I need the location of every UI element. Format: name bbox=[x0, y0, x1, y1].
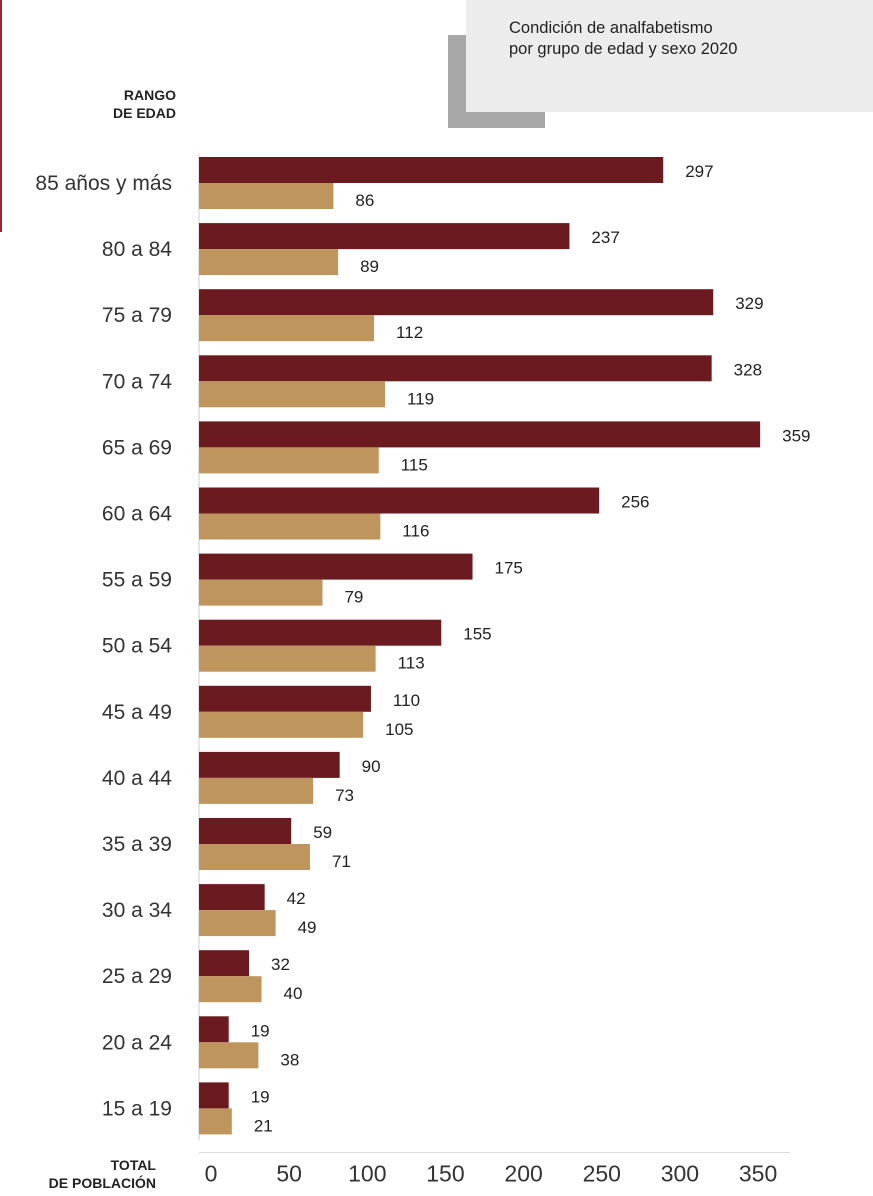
data-label-series-a: 297 bbox=[685, 162, 713, 181]
data-label-series-b: 71 bbox=[332, 852, 351, 871]
category-label: 20 a 24 bbox=[102, 1031, 172, 1054]
data-label-series-a: 42 bbox=[287, 889, 306, 908]
bar-series-b bbox=[199, 976, 262, 1002]
bar-series-a bbox=[199, 752, 340, 778]
data-label-series-b: 73 bbox=[335, 786, 354, 805]
bar-series-a bbox=[199, 421, 760, 447]
x-tick-label: 200 bbox=[504, 1161, 542, 1187]
category-label: 70 a 74 bbox=[102, 370, 172, 393]
category-label: 55 a 59 bbox=[102, 569, 172, 592]
x-tick-label: 50 bbox=[276, 1161, 302, 1187]
category-label: 15 a 19 bbox=[102, 1097, 172, 1120]
data-label-series-a: 155 bbox=[463, 625, 491, 644]
data-label-series-a: 19 bbox=[251, 1021, 270, 1040]
data-label-series-b: 112 bbox=[396, 323, 423, 342]
x-tick-label: 0 bbox=[205, 1161, 218, 1187]
bar-series-b bbox=[199, 183, 333, 209]
category-label: 35 a 39 bbox=[102, 833, 172, 856]
data-label-series-b: 21 bbox=[254, 1116, 273, 1135]
data-label-series-b: 115 bbox=[401, 455, 428, 474]
data-label-series-a: 237 bbox=[591, 228, 619, 247]
bar-series-a bbox=[199, 488, 599, 514]
category-label: 40 a 44 bbox=[102, 767, 172, 790]
bar-series-b bbox=[199, 712, 363, 738]
bar-series-a bbox=[199, 818, 291, 844]
bar-series-a bbox=[199, 884, 265, 910]
data-label-series-b: 89 bbox=[360, 257, 379, 276]
data-label-series-a: 328 bbox=[734, 360, 762, 379]
data-label-series-a: 59 bbox=[313, 823, 332, 842]
category-label: 30 a 34 bbox=[102, 899, 172, 922]
bar-series-b bbox=[199, 646, 376, 672]
data-label-series-a: 329 bbox=[735, 294, 763, 313]
bar-series-b bbox=[199, 514, 380, 540]
bar-series-b bbox=[199, 778, 313, 804]
bar-series-a bbox=[199, 950, 249, 976]
bar-series-a bbox=[199, 554, 473, 580]
x-tick-label: 250 bbox=[583, 1161, 621, 1187]
bar-series-b bbox=[199, 1108, 232, 1134]
bar-series-a bbox=[199, 686, 371, 712]
x-tick-label: 350 bbox=[739, 1161, 777, 1187]
data-label-series-a: 90 bbox=[362, 757, 381, 776]
data-label-series-b: 49 bbox=[298, 918, 317, 937]
bar-series-b bbox=[199, 1042, 258, 1068]
bar-series-b bbox=[199, 249, 338, 275]
bar-series-b bbox=[199, 315, 374, 341]
category-label: 45 a 49 bbox=[102, 701, 172, 724]
bar-series-a bbox=[199, 289, 713, 315]
data-label-series-a: 359 bbox=[782, 426, 810, 445]
data-label-series-b: 38 bbox=[280, 1050, 299, 1069]
bar-series-b bbox=[199, 381, 385, 407]
bar-series-b bbox=[199, 844, 310, 870]
category-label: 65 a 69 bbox=[102, 436, 172, 459]
x-tick-label: 300 bbox=[661, 1161, 699, 1187]
bar-series-a bbox=[199, 1082, 229, 1108]
bar-series-a bbox=[199, 223, 569, 249]
data-label-series-b: 105 bbox=[385, 720, 413, 739]
category-label: 60 a 64 bbox=[102, 503, 172, 526]
data-label-series-b: 116 bbox=[402, 522, 429, 541]
x-tick-label: 100 bbox=[348, 1161, 386, 1187]
data-label-series-b: 86 bbox=[355, 191, 374, 210]
bar-series-a bbox=[199, 1016, 229, 1042]
data-label-series-b: 113 bbox=[398, 654, 425, 673]
category-label: 85 años y más bbox=[35, 172, 172, 195]
category-label: 80 a 84 bbox=[102, 238, 172, 261]
bar-series-b bbox=[199, 447, 379, 473]
data-label-series-a: 175 bbox=[495, 559, 523, 578]
x-tick-label: 150 bbox=[426, 1161, 464, 1187]
bar-series-a bbox=[199, 355, 712, 381]
bar-series-a bbox=[199, 157, 663, 183]
bar-series-a bbox=[199, 620, 441, 646]
bar-series-b bbox=[199, 580, 322, 606]
data-label-series-a: 32 bbox=[271, 955, 290, 974]
category-label: 50 a 54 bbox=[102, 635, 172, 658]
data-label-series-a: 256 bbox=[621, 493, 649, 512]
category-label: 75 a 79 bbox=[102, 304, 172, 327]
data-label-series-b: 119 bbox=[407, 389, 434, 408]
category-label: 25 a 29 bbox=[102, 965, 172, 988]
bar-series-b bbox=[199, 910, 276, 936]
data-label-series-a: 19 bbox=[251, 1087, 270, 1106]
data-label-series-a: 110 bbox=[393, 691, 420, 710]
data-label-series-b: 79 bbox=[344, 588, 363, 607]
data-label-series-b: 40 bbox=[284, 984, 303, 1003]
